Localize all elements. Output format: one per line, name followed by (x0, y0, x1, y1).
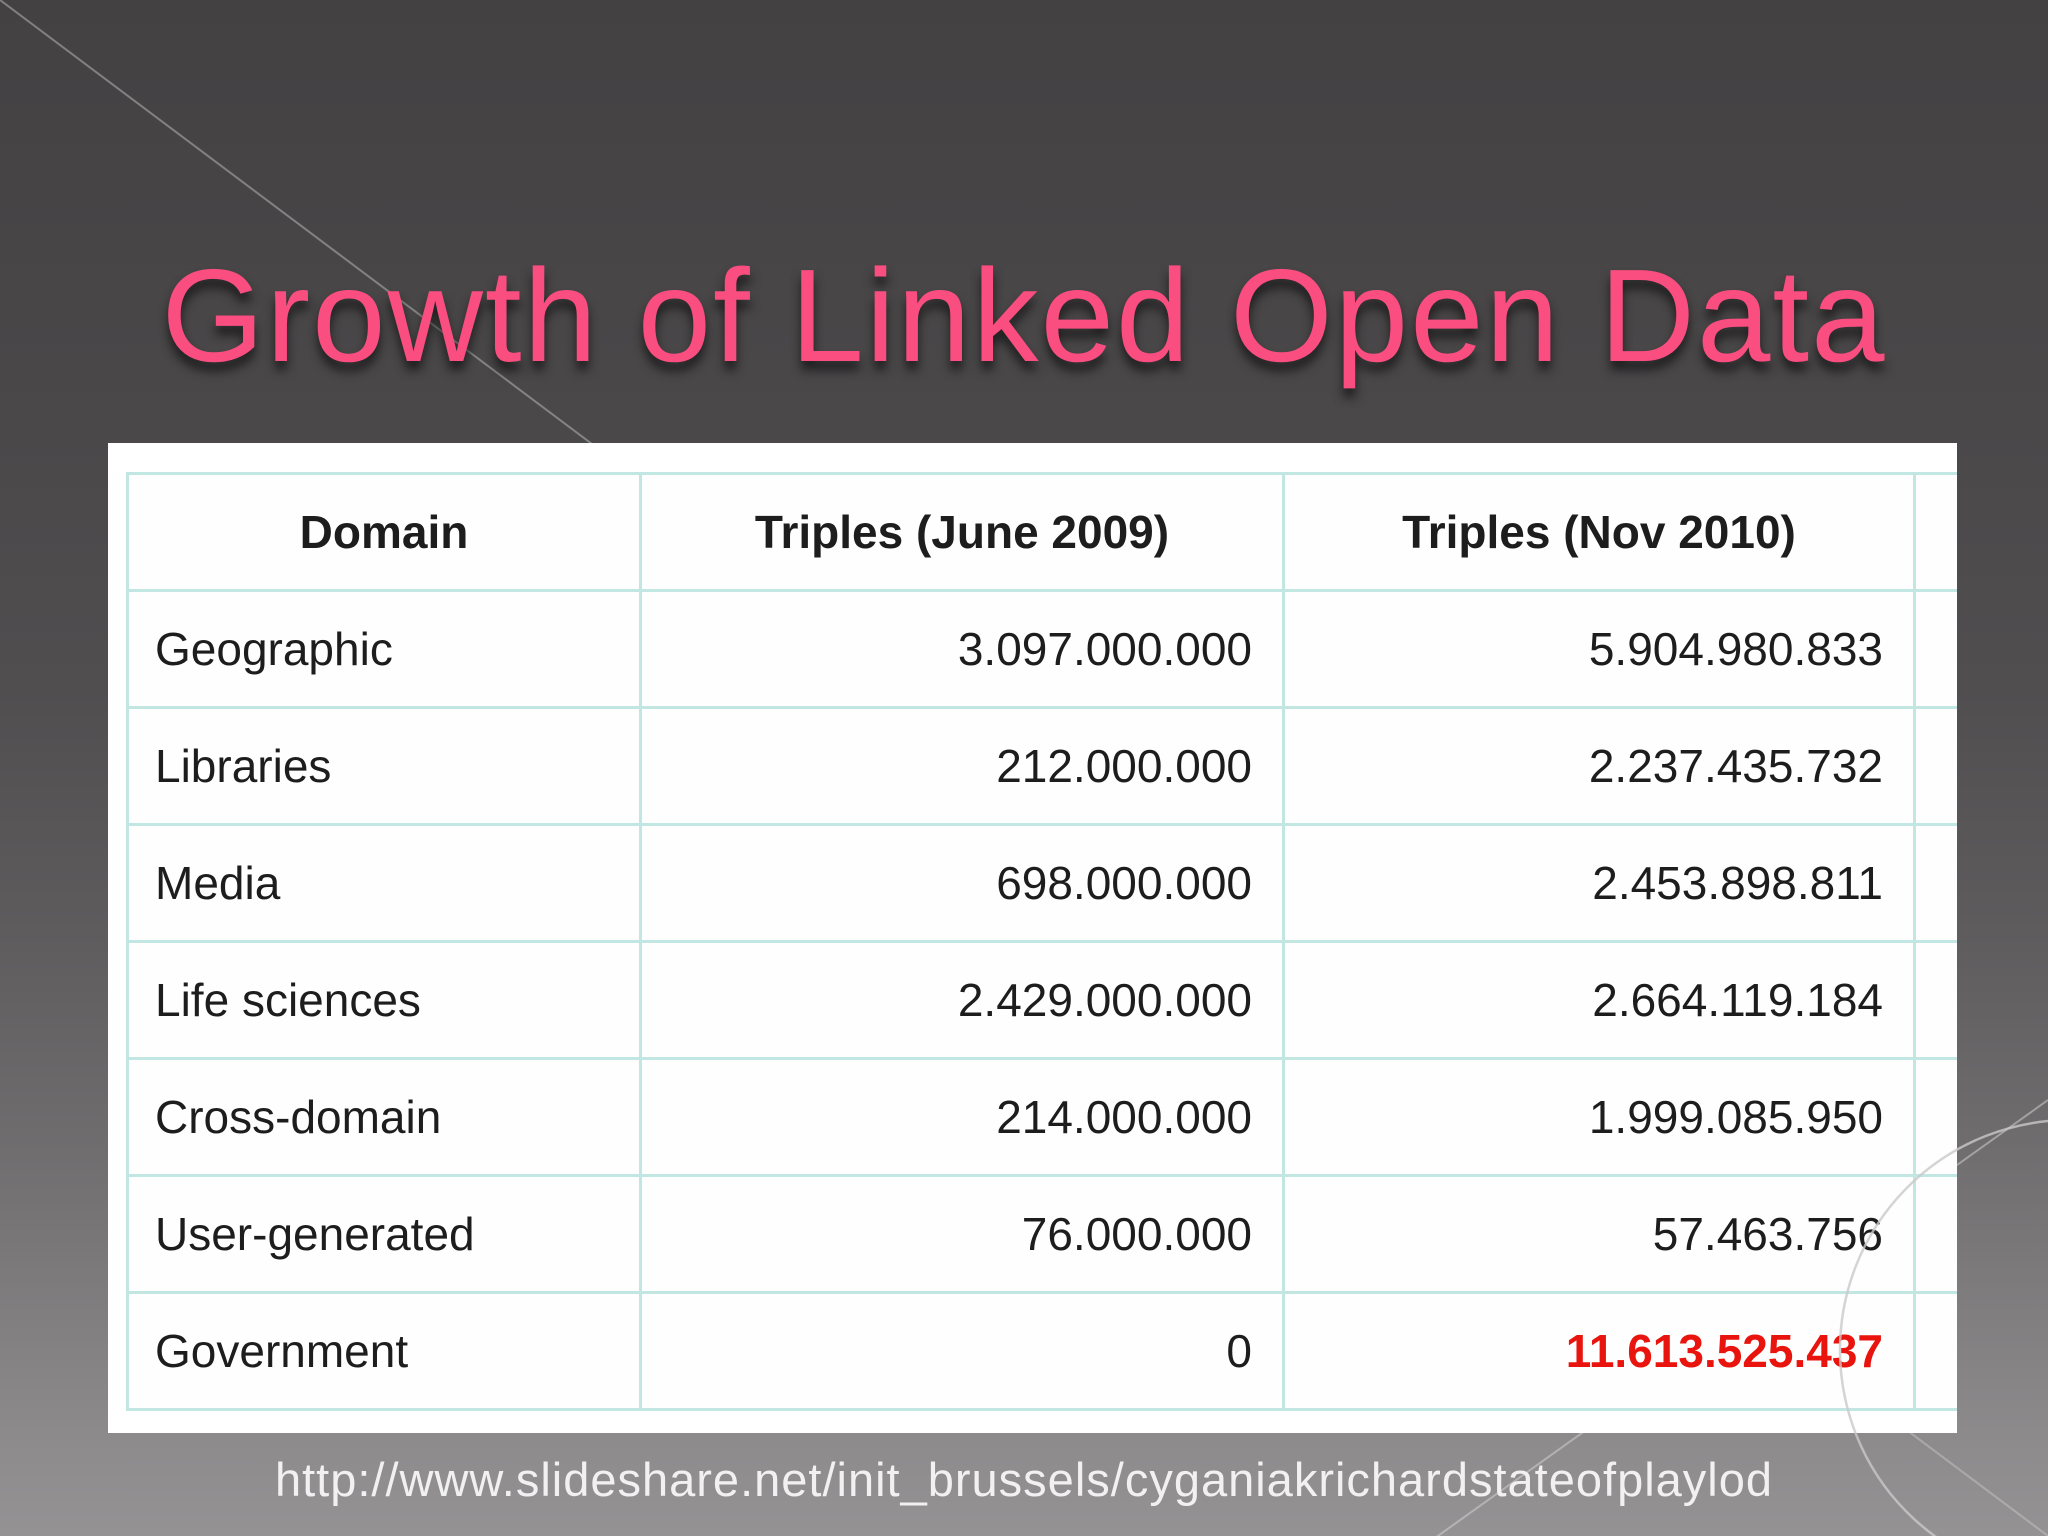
table-header-row: Domain Triples (June 2009) Triples (Nov … (126, 472, 1957, 592)
domain-cell: Life sciences (126, 940, 642, 1060)
table-row: Media 698.000.000 2.453.898.811 (126, 823, 1957, 943)
june-2009-value-cell: 3.097.000.000 (639, 589, 1285, 709)
col-header-june-2009: Triples (June 2009) (639, 472, 1285, 592)
domain-cell: Government (126, 1291, 642, 1411)
domain-cell: Geographic (126, 589, 642, 709)
june-2009-value-cell: 0 (639, 1291, 1285, 1411)
footer-url: http://www.slideshare.net/init_brussels/… (274, 1453, 1774, 1506)
spacer-cell (1913, 1174, 1957, 1294)
spacer-cell (1913, 940, 1957, 1060)
nov-2010-value-cell: 2.453.898.811 (1282, 823, 1916, 943)
june-2009-value-cell: 214.000.000 (639, 1057, 1285, 1177)
table-row: Life sciences 2.429.000.000 2.664.119.184 (126, 940, 1957, 1060)
domain-cell: User-generated (126, 1174, 642, 1294)
june-2009-value-cell: 76.000.000 (639, 1174, 1285, 1294)
spacer-cell (1913, 706, 1957, 826)
nov-2010-value-cell: 1.999.085.950 (1282, 1057, 1916, 1177)
nov-2010-value-cell: 2.237.435.732 (1282, 706, 1916, 826)
domain-cell: Libraries (126, 706, 642, 826)
table-row: Government 0 11.613.525.437 (126, 1291, 1957, 1411)
table-row: Libraries 212.000.000 2.237.435.732 (126, 706, 1957, 826)
nov-2010-value-cell: 5.904.980.833 (1282, 589, 1916, 709)
june-2009-value-cell: 698.000.000 (639, 823, 1285, 943)
june-2009-value-cell: 2.429.000.000 (639, 940, 1285, 1060)
table-row: Cross-domain 214.000.000 1.999.085.950 (126, 1057, 1957, 1177)
data-table: Domain Triples (June 2009) Triples (Nov … (126, 472, 1957, 1411)
table-row: Geographic 3.097.000.000 5.904.980.833 (126, 589, 1957, 709)
table-body: Geographic 3.097.000.000 5.904.980.833 Libr… (126, 589, 1957, 1411)
page-title: Growth of Linked Open Data (161, 242, 1887, 390)
spacer-cell (1913, 1291, 1957, 1411)
domain-cell: Media (126, 823, 642, 943)
spacer-cell (1913, 589, 1957, 709)
nov-2010-value-cell: 11.613.525.437 (1282, 1291, 1916, 1411)
col-header-nov-2010: Triples (Nov 2010) (1282, 472, 1916, 592)
domain-cell: Cross-domain (126, 1057, 642, 1177)
col-header-domain: Domain (126, 472, 642, 592)
data-table-panel: Domain Triples (June 2009) Triples (Nov … (108, 443, 1957, 1433)
nov-2010-value-cell: 57.463.756 (1282, 1174, 1916, 1294)
table-row: User-generated 76.000.000 57.463.756 (126, 1174, 1957, 1294)
june-2009-value-cell: 212.000.000 (639, 706, 1285, 826)
col-header-spacer (1913, 472, 1957, 592)
spacer-cell (1913, 823, 1957, 943)
nov-2010-value-cell: 2.664.119.184 (1282, 940, 1916, 1060)
spacer-cell (1913, 1057, 1957, 1177)
